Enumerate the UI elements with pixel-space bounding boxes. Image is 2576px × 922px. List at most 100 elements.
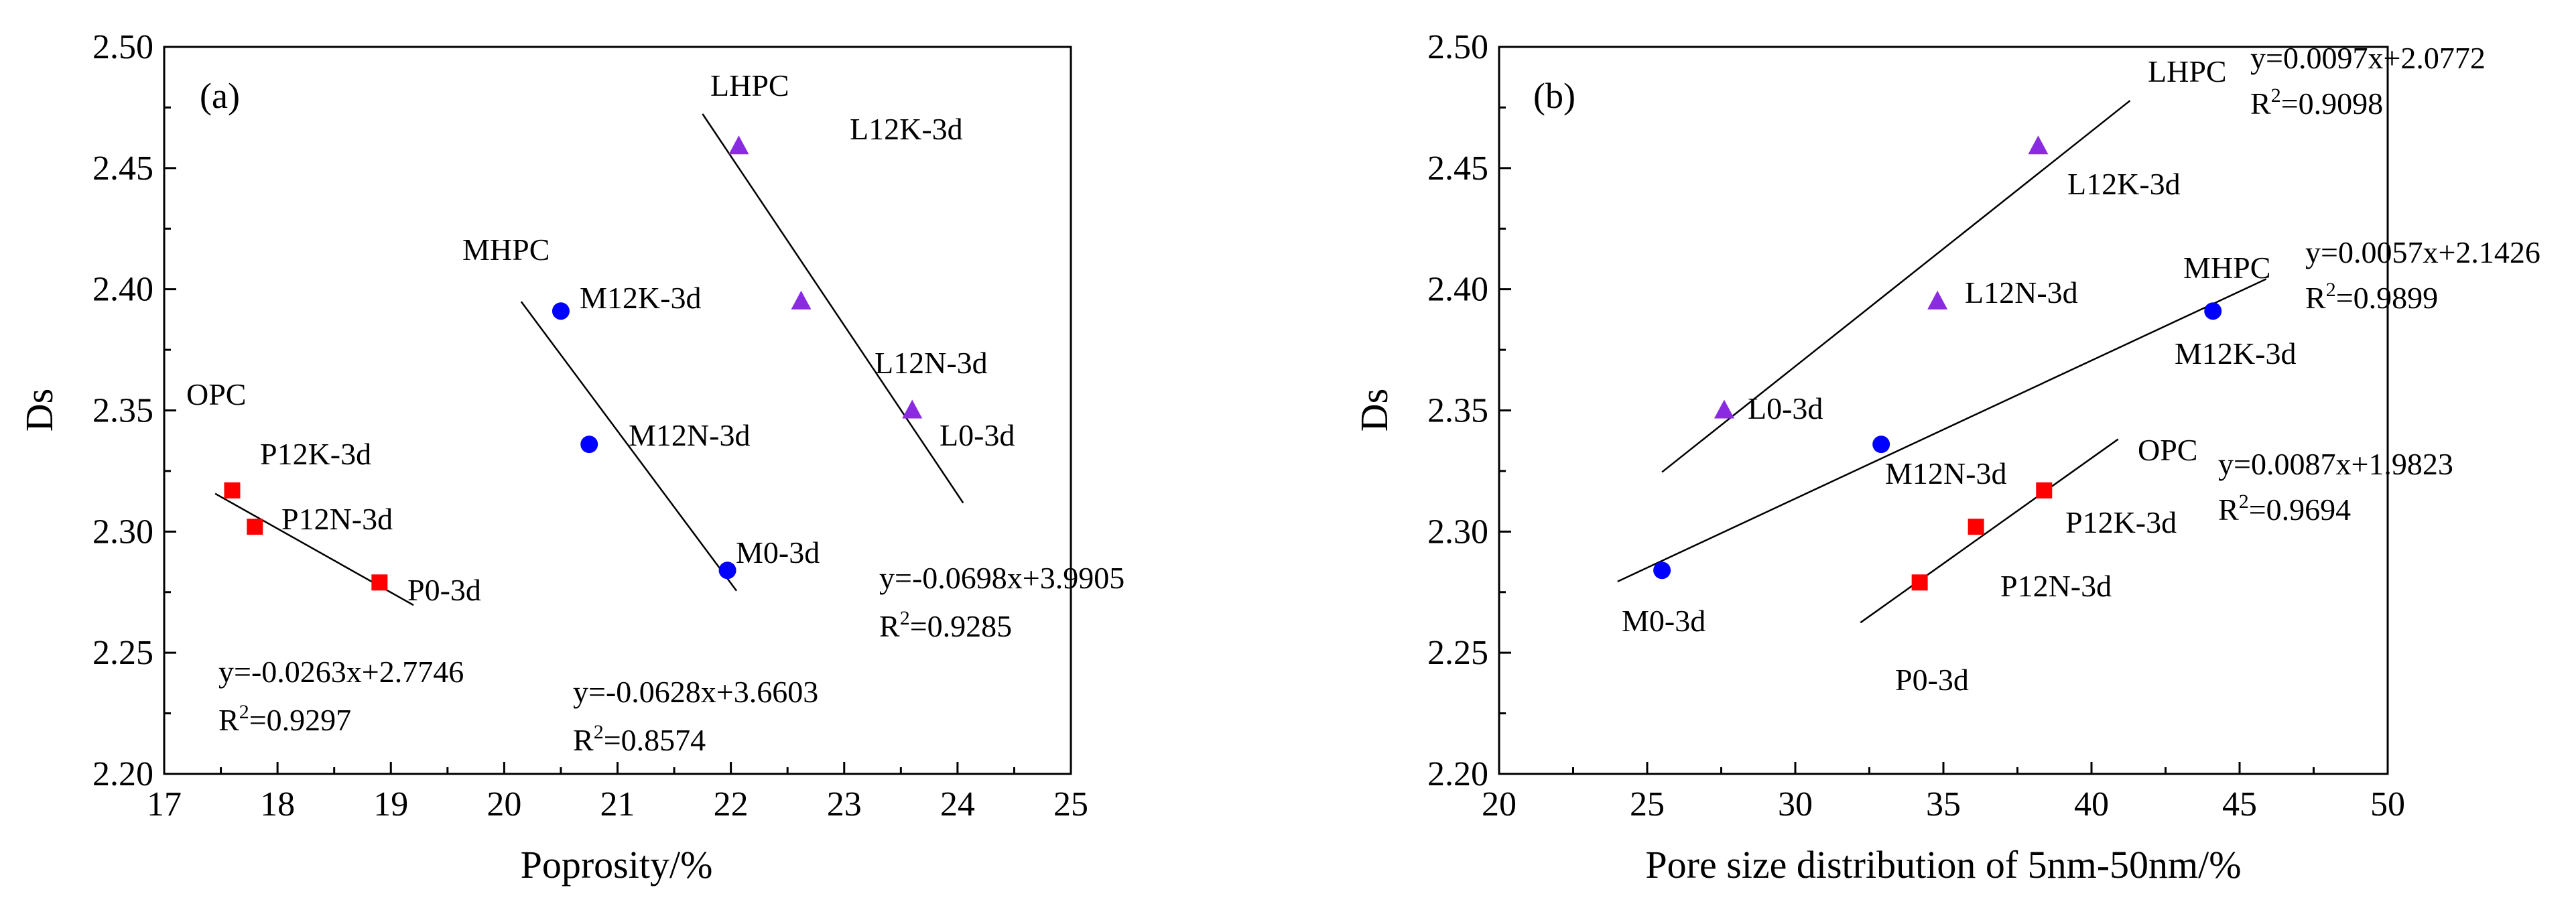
point-label-l12k-a: L12K-3d	[850, 112, 963, 146]
x-tick-label: 25	[1630, 785, 1665, 824]
y-axis-title-b: Ds	[1352, 389, 1396, 432]
r2-mhpc-b: R2=0.9899	[2305, 279, 2438, 315]
y-tick-label: 2.25	[1427, 634, 1488, 672]
x-tick-label: 35	[1926, 785, 1961, 824]
equation-mhpc-b: y=0.0057x+2.1426	[2305, 235, 2540, 269]
series-label-opc-b: OPC	[2138, 433, 2197, 467]
point-p12n-3d	[247, 519, 263, 535]
axes-a: 17 18 19 20 21 22 23 24 25 2.20 2.25 2.30 2.35 2.40 2.…	[92, 28, 1088, 824]
equation-mhpc-a: y=-0.0628x+3.6603	[573, 675, 818, 709]
point-m12k-3d	[552, 302, 570, 320]
equation-lhpc-a: y=-0.0698x+3.9905	[879, 561, 1124, 595]
series-label-mhpc-a: MHPC	[462, 233, 550, 267]
data-points-a	[224, 135, 923, 591]
point-l12k-3d	[2028, 135, 2049, 155]
point-label-m12n-b: M12N-3d	[1885, 456, 2006, 490]
y-tick-label: 2.20	[92, 755, 153, 793]
point-m0-3d	[1653, 562, 1671, 580]
y-tick-label: 2.35	[1427, 392, 1488, 430]
point-label-m0-a: M0-3d	[736, 535, 820, 570]
fit-line-mhpc	[520, 301, 738, 592]
x-tick-label: 24	[940, 785, 975, 824]
x-tick-label: 19	[373, 785, 408, 824]
point-label-p12n-b: P12N-3d	[2000, 569, 2112, 603]
axes-b: 20 25 30 35 40 45 50 2.20 2.25 2.30 2.35 2.40 2.45 2.…	[1427, 28, 2405, 824]
y-tick-label: 2.40	[1427, 271, 1488, 309]
point-m12k-3d	[2204, 302, 2222, 320]
y-tick-label: 2.50	[92, 28, 153, 66]
series-label-lhpc-a: LHPC	[710, 68, 789, 103]
point-label-l0-b: L0-3d	[1748, 391, 1823, 425]
chart-panel-b: 20 25 30 35 40 45 50 2.20 2.25 2.30 2.35 2.40 2.45 2.…	[1352, 28, 2540, 886]
point-label-p12n-a: P12N-3d	[281, 502, 393, 536]
x-tick-label: 45	[2222, 785, 2257, 824]
x-tick-label: 25	[1053, 785, 1088, 824]
chart-panel-a: 17 18 19 20 21 22 23 24 25 2.20 2.25 2.30 2.35 2.40 2.…	[17, 28, 1124, 886]
point-label-p12k-b: P12K-3d	[2065, 505, 2177, 539]
y-tick-label: 2.20	[1427, 755, 1488, 793]
point-label-p0-a: P0-3d	[407, 573, 481, 607]
y-tick-label: 2.30	[92, 513, 153, 551]
point-m12n-3d	[1872, 436, 1890, 454]
x-axis-title-a: Poprosity/%	[521, 843, 713, 886]
point-label-p12k-a: P12K-3d	[260, 437, 371, 471]
point-label-m12k-a: M12K-3d	[580, 281, 701, 315]
point-l0-3d	[902, 399, 923, 419]
point-p12k-3d	[2036, 482, 2053, 499]
equation-opc-a: y=-0.0263x+2.7746	[218, 655, 464, 689]
point-m12n-3d	[580, 436, 598, 454]
y-tick-label: 2.35	[92, 392, 153, 430]
r2-lhpc-a: R2=0.9285	[879, 607, 1012, 643]
point-label-m12k-b: M12K-3d	[2175, 336, 2296, 371]
y-tick-label: 2.45	[1427, 149, 1488, 188]
panel-label-b: (b)	[1533, 76, 1575, 116]
point-l12k-3d	[728, 135, 749, 155]
y-tick-label: 2.30	[1427, 513, 1488, 551]
fit-line-lhpc	[1661, 100, 2131, 473]
x-tick-label: 22	[714, 785, 749, 824]
r2-lhpc-b: R2=0.9098	[2250, 84, 2383, 121]
y-axis-title-a: Ds	[17, 389, 61, 432]
point-label-l0-a: L0-3d	[940, 418, 1015, 452]
y-tick-label: 2.40	[92, 271, 153, 309]
point-l0-3d	[1714, 399, 1734, 419]
y-tick-label: 2.50	[1427, 28, 1488, 66]
x-tick-label: 50	[2370, 785, 2405, 824]
point-l12n-3d	[1927, 290, 1948, 310]
x-tick-label: 40	[2074, 785, 2109, 824]
equation-opc-b: y=0.0087x+1.9823	[2218, 447, 2453, 481]
r2-opc-a: R2=0.9297	[218, 701, 351, 737]
panel-label-a: (a)	[200, 76, 240, 116]
point-p12k-3d	[224, 482, 241, 499]
point-label-m12n-a: M12N-3d	[629, 418, 750, 452]
point-m0-3d	[718, 562, 736, 580]
point-label-l12n-a: L12N-3d	[875, 346, 988, 380]
y-tick-label: 2.25	[92, 634, 153, 672]
x-axis-title-b: Pore size distribution of 5nm-50nm/%	[1645, 843, 2241, 886]
fit-line-mhpc	[1617, 278, 2267, 582]
point-label-l12n-b: L12N-3d	[1965, 275, 2078, 310]
point-label-p0-b: P0-3d	[1895, 663, 1969, 697]
x-tick-label: 30	[1778, 785, 1813, 824]
r2-opc-b: R2=0.9694	[2218, 490, 2351, 527]
series-label-mhpc-b: MHPC	[2183, 251, 2270, 285]
y-tick-label: 2.45	[92, 149, 153, 188]
r2-mhpc-a: R2=0.8574	[573, 721, 706, 757]
equation-lhpc-b: y=0.0097x+2.0772	[2250, 41, 2486, 75]
data-points-b	[1653, 135, 2222, 591]
point-p0-3d	[1911, 574, 1928, 591]
point-label-m0-b: M0-3d	[1622, 604, 1705, 638]
fit-line-lhpc	[702, 113, 964, 504]
series-label-lhpc-b: LHPC	[2148, 54, 2227, 88]
point-label-l12k-b: L12K-3d	[2067, 167, 2181, 201]
point-l12n-3d	[791, 290, 812, 310]
x-tick-label: 23	[827, 785, 862, 824]
point-p0-3d	[371, 574, 388, 591]
x-tick-label: 20	[1482, 785, 1517, 824]
x-tick-label: 18	[260, 785, 295, 824]
x-tick-label: 20	[487, 785, 521, 824]
series-label-opc-a: OPC	[186, 377, 246, 411]
fit-line-opc	[1860, 438, 2119, 624]
fit-lines-b	[1617, 100, 2267, 624]
